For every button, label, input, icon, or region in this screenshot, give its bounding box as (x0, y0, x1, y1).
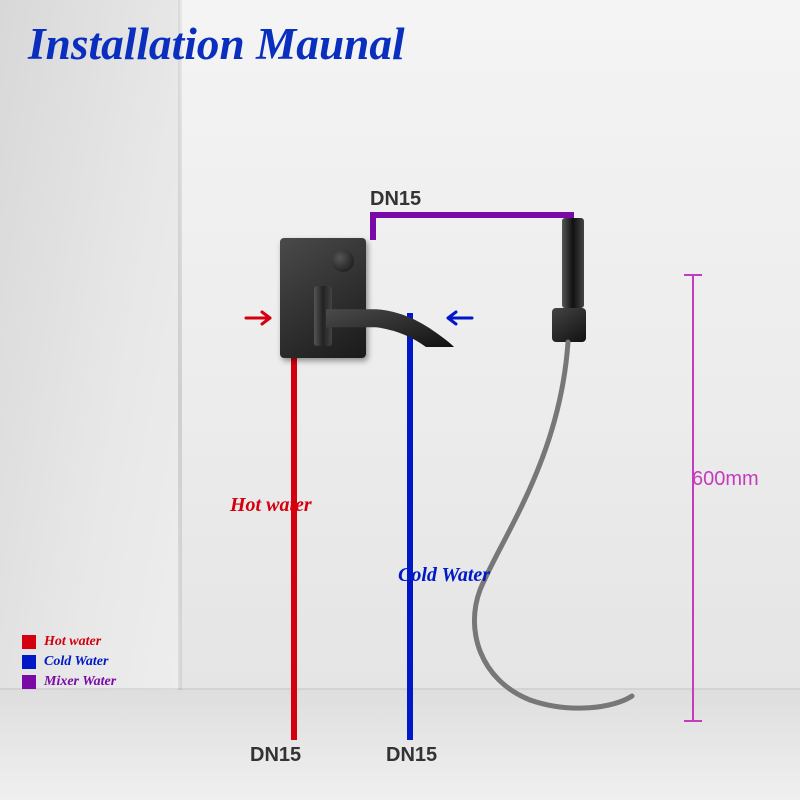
legend: Hot water Cold Water Mixer Water (22, 634, 116, 694)
legend-label-mixer: Mixer Water (44, 674, 116, 690)
dimension-value: 600mm (692, 468, 759, 491)
dimension-line (692, 274, 694, 722)
dimension-tick-bottom (684, 720, 702, 722)
pipe-spec-top: DN15 (370, 188, 421, 211)
pipe-spec-bottom-cold: DN15 (386, 744, 437, 767)
legend-swatch-cold (22, 655, 36, 669)
legend-swatch-hot (22, 635, 36, 649)
legend-item-hot: Hot water (22, 634, 116, 650)
dimension-tick-top (684, 274, 702, 276)
legend-item-cold: Cold Water (22, 654, 116, 670)
pipe-spec-bottom-hot: DN15 (250, 744, 301, 767)
legend-label-cold: Cold Water (44, 654, 108, 670)
hot-water-label: Hot water (230, 494, 312, 517)
legend-label-hot: Hot water (44, 634, 101, 650)
legend-item-mixer: Mixer Water (22, 674, 116, 690)
legend-swatch-mixer (22, 675, 36, 689)
cold-water-label: Cold Water (398, 564, 490, 587)
height-dimension: 600mm (680, 274, 706, 722)
